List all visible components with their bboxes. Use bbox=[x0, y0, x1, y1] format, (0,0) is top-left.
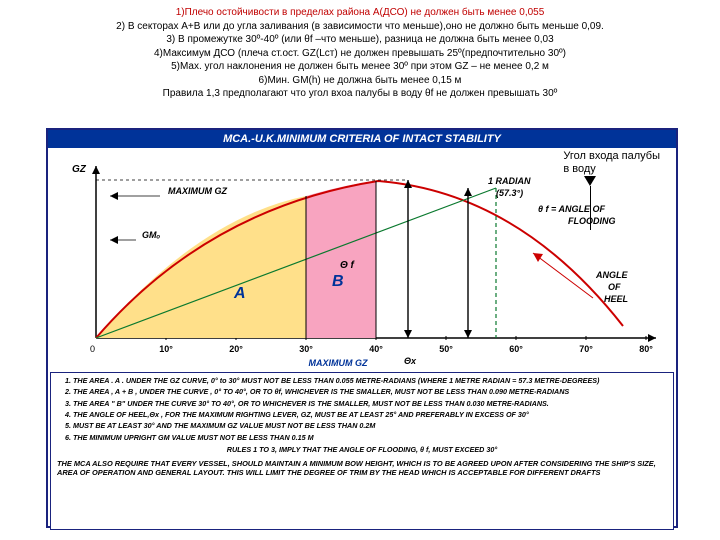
rules-bottom: THE MCA ALSO REQUIRE THAT EVERY VESSEL, … bbox=[57, 459, 667, 478]
chart-container: MCA.-U.K.MINIMUM CRITERIA OF INTACT STAB… bbox=[46, 128, 678, 528]
chart-title: MCA.-U.K.MINIMUM CRITERIA OF INTACT STAB… bbox=[48, 130, 676, 148]
rules-mid: RULES 1 TO 3, IMPLY THAT THE ANGLE OF FL… bbox=[57, 445, 667, 454]
rule-3: 3) В промежутке 30º-40º (или θf –что мен… bbox=[166, 34, 553, 45]
top-rules: 1)Плечо остойчивости в пределах района А… bbox=[30, 6, 690, 101]
svg-text:HEEL: HEEL bbox=[604, 294, 628, 304]
svg-text:60°: 60° bbox=[509, 344, 523, 354]
annotation-deck-angle: Угол входа палубы в воду bbox=[563, 150, 660, 176]
svg-text:GMₒ: GMₒ bbox=[142, 230, 160, 240]
rule-5: 5)Мах. угол наклонения не должен быть ме… bbox=[171, 61, 549, 72]
annot-line1: Угол входа палубы bbox=[563, 150, 660, 162]
rule-item: THE MINIMUM UPRIGHT GM VALUE MUST NOT BE… bbox=[73, 433, 667, 442]
svg-text:(57.3°): (57.3°) bbox=[496, 188, 523, 198]
svg-text:80°: 80° bbox=[639, 344, 653, 354]
rule-item: THE ANGLE OF HEEL,Θx , FOR THE MAXIMUM R… bbox=[73, 410, 667, 419]
svg-text:FLOODING: FLOODING bbox=[568, 216, 616, 226]
svg-text:A: A bbox=[233, 285, 246, 302]
annotation-leader-line bbox=[590, 186, 591, 230]
rule-4: 4)Максимум ДСО (плеча ст.ост. GZ(Lст) не… bbox=[154, 48, 566, 59]
rule-item: THE AREA . A . UNDER THE GZ CURVE, 0° to… bbox=[73, 376, 667, 385]
svg-text:MAXIMUM GZ: MAXIMUM GZ bbox=[309, 358, 368, 368]
rule-2: 2) В секторах А+В или до угла заливания … bbox=[116, 21, 604, 32]
rule-7: Правила 1,3 предполагают что угол вхоа п… bbox=[163, 88, 558, 99]
svg-text:Θx: Θx bbox=[404, 356, 417, 366]
rule-1: 1)Плечо остойчивости в пределах района А… bbox=[176, 7, 545, 18]
svg-text:GZ: GZ bbox=[72, 164, 87, 175]
svg-text:30°: 30° bbox=[299, 344, 313, 354]
svg-text:θ f = ANGLE OF: θ f = ANGLE OF bbox=[538, 204, 605, 214]
svg-text:OF: OF bbox=[608, 282, 621, 292]
annot-line2: в воду bbox=[563, 163, 595, 175]
svg-text:B: B bbox=[332, 273, 344, 290]
svg-text:ANGLE: ANGLE bbox=[595, 270, 628, 280]
rules-text-box: THE AREA . A . UNDER THE GZ CURVE, 0° to… bbox=[50, 372, 674, 530]
svg-text:40°: 40° bbox=[369, 344, 383, 354]
svg-text:10°: 10° bbox=[159, 344, 173, 354]
svg-text:Θ f: Θ f bbox=[340, 260, 356, 271]
stability-chart: GZ 0 10° 20° 30° 40° 50° 60° 70° 80° MAXIMUM… bbox=[48, 148, 676, 370]
rule-item: THE AREA , A + B , UNDER THE CURVE , 0° … bbox=[73, 387, 667, 396]
svg-text:0: 0 bbox=[90, 344, 95, 354]
svg-text:MAXIMUM GZ: MAXIMUM GZ bbox=[168, 186, 227, 196]
svg-text:50°: 50° bbox=[439, 344, 453, 354]
svg-text:20°: 20° bbox=[229, 344, 243, 354]
svg-text:1 RADIAN: 1 RADIAN bbox=[488, 176, 531, 186]
annotation-arrow-icon bbox=[584, 176, 596, 186]
rule-6: 6)Мин. GM(h) не должна быть менее 0,15 м bbox=[259, 75, 462, 86]
rule-item: MUST BE AT LEAST 30° AND THE MAXIMUM GZ … bbox=[73, 421, 667, 430]
rule-item: THE AREA " B" UNDER THE CURVE 30° TO 40°… bbox=[73, 399, 667, 408]
svg-text:70°: 70° bbox=[579, 344, 593, 354]
